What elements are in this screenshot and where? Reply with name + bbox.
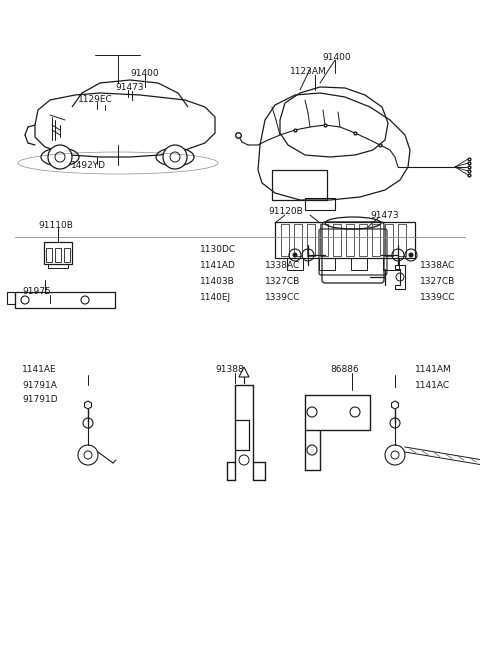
- Text: 1141AD: 1141AD: [200, 261, 236, 269]
- Text: 1327CB: 1327CB: [265, 276, 300, 286]
- Bar: [272, 170, 327, 200]
- Circle shape: [163, 145, 187, 169]
- Bar: [55, 248, 61, 262]
- Text: 1339CC: 1339CC: [265, 293, 300, 301]
- Text: 1338AC: 1338AC: [265, 261, 300, 269]
- Bar: [333, 224, 341, 256]
- Text: 1141AC: 1141AC: [415, 381, 450, 390]
- Text: 91110B: 91110B: [38, 221, 73, 229]
- Bar: [305, 198, 335, 210]
- Bar: [15, 292, 115, 308]
- Text: 1327CB: 1327CB: [420, 276, 455, 286]
- Bar: [294, 224, 302, 256]
- Text: 91400: 91400: [322, 52, 350, 62]
- Text: 1141AE: 1141AE: [22, 365, 57, 375]
- Bar: [359, 224, 367, 256]
- Bar: [385, 224, 393, 256]
- Circle shape: [408, 252, 413, 257]
- Text: 1123AM: 1123AM: [290, 67, 327, 75]
- Text: 1338AC: 1338AC: [420, 261, 455, 269]
- Bar: [351, 258, 367, 270]
- Text: 91791D: 91791D: [22, 396, 58, 405]
- Bar: [281, 224, 289, 256]
- Text: 1140EJ: 1140EJ: [200, 293, 231, 301]
- Circle shape: [48, 145, 72, 169]
- Text: 91400: 91400: [130, 69, 158, 77]
- Text: 1492YD: 1492YD: [71, 160, 106, 170]
- Text: 1130DC: 1130DC: [200, 244, 236, 253]
- Text: 11403B: 11403B: [200, 276, 235, 286]
- Text: 91791A: 91791A: [22, 381, 57, 390]
- Bar: [346, 224, 354, 256]
- Text: 1141AM: 1141AM: [415, 365, 452, 375]
- Bar: [319, 258, 335, 270]
- Text: 1339CC: 1339CC: [420, 293, 456, 301]
- Circle shape: [292, 252, 298, 257]
- Bar: [320, 224, 328, 256]
- Bar: [64, 248, 70, 262]
- Text: 91473: 91473: [115, 83, 144, 92]
- Bar: [44, 242, 72, 264]
- Bar: [287, 258, 303, 270]
- Bar: [372, 224, 380, 256]
- Text: 91120B: 91120B: [268, 208, 303, 217]
- Text: 91473: 91473: [370, 210, 398, 219]
- Text: 86886: 86886: [330, 365, 359, 375]
- Text: 1129EC: 1129EC: [78, 96, 113, 105]
- Bar: [307, 224, 315, 256]
- Bar: [275, 222, 415, 258]
- Bar: [398, 224, 406, 256]
- Text: 91388: 91388: [215, 365, 244, 375]
- Bar: [46, 248, 52, 262]
- Bar: [48, 264, 68, 268]
- Text: 91975: 91975: [22, 286, 51, 295]
- Bar: [383, 258, 399, 270]
